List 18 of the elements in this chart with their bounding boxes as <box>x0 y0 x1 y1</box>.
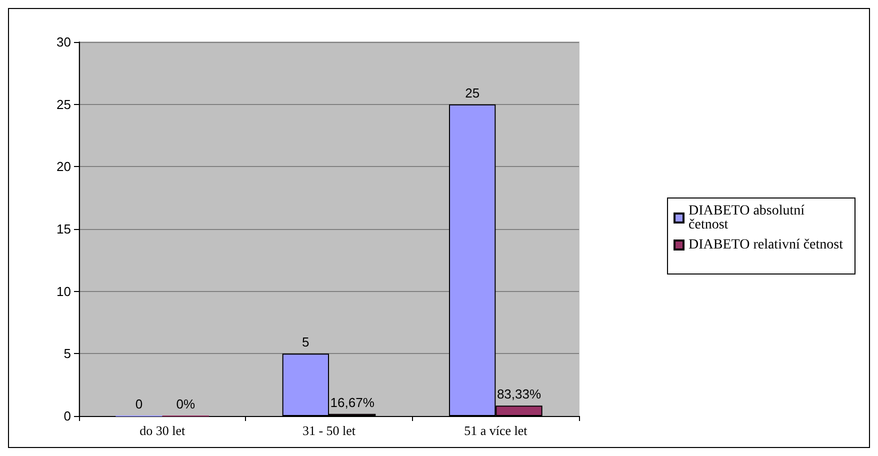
y-tick-label: 15 <box>56 222 71 236</box>
y-tick-label: 0 <box>64 408 71 424</box>
data-label: 25 <box>465 85 480 100</box>
x-tick-label: do 30 let <box>140 423 186 438</box>
legend-label: DIABETO relativní četnost <box>688 238 844 252</box>
x-tick-label: 31 - 50 let <box>302 423 356 438</box>
data-label: 16,67% <box>330 394 375 410</box>
data-label: 0 <box>135 396 143 412</box>
y-tick-label: 25 <box>56 96 71 112</box>
y-tick-label: 20 <box>56 159 71 174</box>
y-tick-label: 30 <box>56 34 71 50</box>
legend-label: DIABETO absolutní četnost <box>688 204 805 232</box>
data-label: 83,33% <box>496 386 542 402</box>
y-tick-label: 5 <box>64 346 71 362</box>
y-tick-label: 10 <box>56 284 71 299</box>
data-label: 0% <box>176 396 196 412</box>
x-tick-label: 51 a více let <box>464 423 528 438</box>
data-label: 5 <box>302 334 310 350</box>
